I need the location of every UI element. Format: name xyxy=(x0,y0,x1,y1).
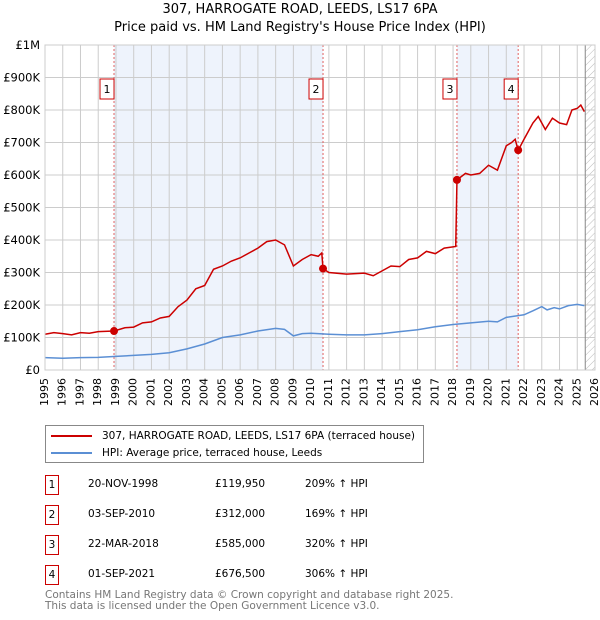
x-tick-label: 2022 xyxy=(517,378,530,406)
x-tick-label: 2000 xyxy=(127,378,140,406)
y-tick-label: £600K xyxy=(3,168,40,182)
y-tick-label: £1M xyxy=(15,38,40,52)
footer: Contains HM Land Registry data © Crown c… xyxy=(45,590,453,612)
sale-number: 1 xyxy=(45,475,59,495)
x-tick-label: 2011 xyxy=(322,378,335,406)
sale-date: 22-MAR-2018 xyxy=(88,538,159,550)
sale-hpi: 169% ↑ HPI xyxy=(305,508,368,520)
x-tick-label: 2003 xyxy=(180,378,193,406)
series-line-1 xyxy=(44,303,585,360)
x-tick-label: 1998 xyxy=(91,378,104,406)
sale-row: 2 03-SEP-2010 £312,000 169% ↑ HPI xyxy=(45,505,445,525)
x-tick-label: 2020 xyxy=(482,378,495,406)
price-chart: 1995 1996 1997 1998 1999 2000 2001 2002 2003 2004… xyxy=(3,38,600,406)
sale-price: £585,000 xyxy=(215,538,266,550)
x-tick-label: 2013 xyxy=(357,378,370,406)
sale-price: £676,500 xyxy=(215,568,266,580)
y-tick-label: £500K xyxy=(3,201,40,215)
y-tick-label: £300K xyxy=(3,266,40,280)
sale-row: 4 01-SEP-2021 £676,500 306% ↑ HPI xyxy=(45,565,445,585)
footer-line-1: Contains HM Land Registry data © Crown c… xyxy=(45,589,454,601)
sale-number: 3 xyxy=(45,535,59,555)
sale-number: 2 xyxy=(45,505,59,525)
x-tick-label: 2019 xyxy=(464,378,477,406)
chart-subtitle: Price paid vs. HM Land Registry's House … xyxy=(114,20,486,35)
sale-marker-box xyxy=(99,78,115,100)
x-tick-label: 2008 xyxy=(269,378,282,406)
sale-row: 3 22-MAR-2018 £585,000 320% ↑ HPI xyxy=(45,535,445,555)
plot-frame xyxy=(44,44,596,371)
x-tick-label: 2023 xyxy=(535,378,548,406)
x-tick-label: 1996 xyxy=(56,378,69,406)
y-tick-label: £100K xyxy=(3,331,40,345)
x-tick-label: 2025 xyxy=(570,378,583,406)
footer-line-2: This data is licensed under the Open Gov… xyxy=(45,600,380,612)
legend-label-hpi: HPI: Average price, terraced house, Leed… xyxy=(102,447,323,459)
sale-point xyxy=(319,264,328,273)
sale-marker-label: 2 xyxy=(313,83,320,96)
x-tick-label: 1995 xyxy=(38,378,51,406)
legend: 307, HARROGATE ROAD, LEEDS, LS17 6PA (te… xyxy=(45,425,424,463)
x-tick-label: 2002 xyxy=(162,378,175,406)
x-tick-label: 2010 xyxy=(304,378,317,406)
x-tick-label: 2018 xyxy=(446,378,459,406)
sale-marker-box xyxy=(442,78,458,100)
x-tick-label: 2026 xyxy=(588,378,600,406)
legend-blue-line xyxy=(51,452,92,454)
sale-number: 4 xyxy=(45,565,59,585)
sale-date: 03-SEP-2010 xyxy=(88,508,156,520)
x-tick-label: 2007 xyxy=(251,378,264,406)
y-tick-label: £0 xyxy=(25,363,40,377)
sale-point xyxy=(514,146,523,155)
legend-red-line xyxy=(51,435,92,437)
x-tick-label: 2004 xyxy=(198,378,211,406)
y-tick-label: £900K xyxy=(3,71,40,85)
sale-price: £119,950 xyxy=(215,478,266,490)
x-tick-label: 2009 xyxy=(286,378,299,406)
sale-marker-box xyxy=(503,78,519,100)
sale-point xyxy=(452,175,461,184)
legend-label-property: 307, HARROGATE ROAD, LEEDS, LS17 6PA (te… xyxy=(102,430,416,442)
y-tick-label: £400K xyxy=(3,233,40,247)
x-tick-label: 2014 xyxy=(375,378,388,406)
sale-date: 20-NOV-1998 xyxy=(88,478,159,490)
x-tick-label: 2021 xyxy=(499,378,512,406)
y-tick-label: £800K xyxy=(3,103,40,117)
sale-hpi: 306% ↑ HPI xyxy=(305,568,368,580)
sale-hpi: 209% ↑ HPI xyxy=(305,478,368,490)
x-tick-label: 2016 xyxy=(411,378,424,406)
chart-title: 307, HARROGATE ROAD, LEEDS, LS17 6PA xyxy=(162,2,438,17)
sale-price: £312,000 xyxy=(215,508,266,520)
x-tick-label: 2001 xyxy=(144,378,157,406)
y-tick-label: £200K xyxy=(3,298,40,312)
x-tick-label: 2005 xyxy=(215,378,228,406)
x-tick-label: 2015 xyxy=(393,378,406,406)
sale-marker-label: 3 xyxy=(446,83,453,96)
x-tick-label: 2024 xyxy=(553,378,566,406)
x-tick-label: 2017 xyxy=(428,378,441,406)
sale-marker-box xyxy=(308,78,324,100)
y-tick-label: £700K xyxy=(3,136,40,150)
x-tick-label: 2006 xyxy=(233,378,246,406)
sale-marker-label: 1 xyxy=(104,83,111,96)
sale-hpi: 320% ↑ HPI xyxy=(305,538,368,550)
sale-row: 1 20-NOV-1998 £119,950 209% ↑ HPI xyxy=(45,475,445,495)
sale-point xyxy=(110,327,119,336)
x-tick-label: 1997 xyxy=(73,378,86,406)
sale-marker-label: 4 xyxy=(508,83,515,96)
x-tick-label: 1999 xyxy=(109,378,122,406)
x-tick-label: 2012 xyxy=(340,378,353,406)
sale-date: 01-SEP-2021 xyxy=(88,568,156,580)
